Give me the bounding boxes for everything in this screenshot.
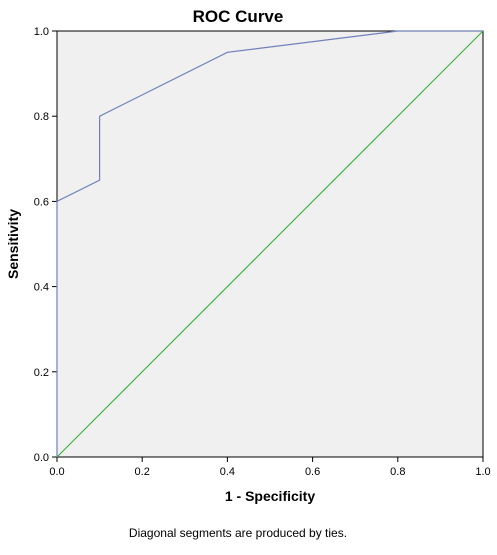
- y-tick-label: 1.0: [34, 26, 49, 38]
- y-tick-label: 0.4: [34, 282, 49, 294]
- roc-curve-line: [56, 30, 483, 457]
- x-tick-label: 0.2: [135, 466, 150, 478]
- y-axis-label: Sensitivity: [5, 209, 21, 279]
- series-layer: [56, 30, 484, 458]
- y-tick-label: 0.0: [34, 452, 49, 464]
- x-tick-label: 0.4: [220, 466, 235, 478]
- reference-diagonal-line: [56, 30, 484, 458]
- y-tick-label: 0.2: [34, 367, 49, 379]
- y-tick-label: 0.8: [34, 111, 49, 123]
- x-tick-label: 1.0: [475, 466, 490, 478]
- x-axis-ticks: 0.0 0.2 0.4 0.6 0.8 1.0: [49, 457, 491, 478]
- y-tick-label: 0.6: [34, 196, 49, 208]
- x-tick-label: 0.0: [49, 466, 64, 478]
- chart-footnote: Diagonal segments are produced by ties.: [129, 526, 347, 540]
- x-tick-label: 0.8: [390, 466, 405, 478]
- y-axis-ticks: 0.0 0.2 0.4 0.6 0.8 1.0: [34, 26, 57, 464]
- x-tick-label: 0.6: [305, 466, 320, 478]
- chart-title: ROC Curve: [193, 7, 284, 26]
- x-axis-label: 1 - Specificity: [225, 488, 315, 504]
